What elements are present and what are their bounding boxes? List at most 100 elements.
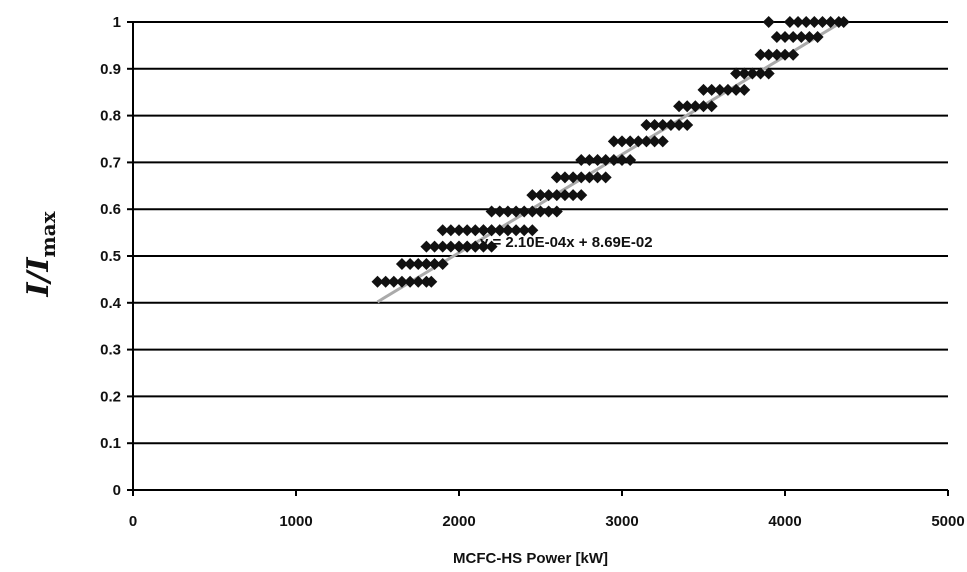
data-point: [461, 240, 474, 253]
data-point: [526, 189, 539, 202]
data-point: [697, 83, 710, 96]
data-point: [811, 30, 824, 43]
data-point: [713, 83, 726, 96]
y-tick-label: 0.5: [100, 248, 121, 265]
y-axis-title-main: I/I: [21, 257, 56, 298]
gridlines: [133, 21, 948, 445]
x-tick-labels: 0 1000 2000 3000 4000 5000: [129, 513, 965, 530]
data-point: [673, 118, 686, 131]
data-point: [837, 16, 850, 28]
data-point: [705, 83, 718, 96]
data-point: [485, 240, 498, 253]
x-tick-label: 1000: [279, 513, 312, 530]
axes: [127, 21, 949, 496]
data-point: [599, 171, 612, 184]
x-tick-label: 3000: [605, 513, 638, 530]
data-point: [738, 67, 751, 80]
data-point: [395, 257, 408, 270]
data-point: [575, 154, 588, 167]
data-point: [428, 240, 441, 253]
data-point: [746, 67, 759, 80]
y-tick-label: 0.3: [100, 342, 121, 359]
data-point: [816, 16, 829, 28]
data-point: [395, 275, 408, 288]
data-point: [575, 171, 588, 184]
data-point: [787, 48, 800, 61]
y-tick-label: 0.4: [100, 295, 122, 312]
y-axis-title: I/Imax: [21, 210, 60, 297]
y-axis-title-subscript: max: [36, 210, 60, 257]
data-point: [461, 224, 474, 237]
data-point: [656, 135, 669, 148]
data-point: [640, 118, 653, 131]
data-point: [453, 224, 465, 237]
data-point: [404, 257, 417, 270]
data-point: [770, 30, 783, 43]
data-point: [762, 48, 775, 61]
x-tick-label: 4000: [768, 513, 801, 530]
data-point: [640, 135, 653, 148]
data-point: [469, 240, 482, 253]
data-point: [754, 67, 767, 80]
data-point: [542, 189, 555, 202]
data-point: [477, 224, 490, 237]
data-point: [689, 100, 702, 113]
data-point: [808, 16, 821, 28]
data-point: [664, 118, 677, 131]
data-point: [681, 118, 694, 131]
y-tick-label: 0.9: [100, 61, 121, 78]
data-point: [404, 275, 417, 288]
data-point: [803, 30, 816, 43]
data-point: [607, 154, 620, 167]
data-point: [599, 154, 612, 167]
data-point: [550, 189, 563, 202]
data-point: [824, 16, 837, 28]
data-point: [575, 189, 588, 202]
data-point: [730, 67, 743, 80]
data-point: [656, 118, 669, 131]
data-point: [501, 224, 514, 237]
data-points: [371, 16, 850, 288]
data-point: [493, 205, 506, 218]
y-tick-labels: 0 0.1 0.2 0.3 0.4 0.5 0.6 0.7 0.8 0.9 1: [100, 14, 122, 499]
data-point: [779, 30, 791, 43]
data-point: [379, 275, 392, 288]
data-point: [583, 171, 596, 184]
data-point: [387, 275, 400, 288]
y-tick-label: 0.7: [100, 154, 121, 171]
data-point: [526, 205, 539, 218]
data-point: [800, 16, 813, 28]
data-point: [567, 171, 580, 184]
y-tick-label: 0.2: [100, 388, 121, 405]
data-point: [616, 135, 628, 148]
data-point: [542, 205, 555, 218]
data-point: [648, 135, 661, 148]
data-point: [721, 83, 734, 96]
data-point: [501, 205, 514, 218]
data-point: [616, 154, 628, 167]
data-point: [697, 100, 710, 113]
data-point: [493, 224, 506, 237]
y-tick-label: 1: [113, 14, 121, 31]
data-point: [420, 257, 433, 270]
data-point: [558, 189, 571, 202]
data-point: [412, 275, 425, 288]
x-tick-label: 5000: [931, 513, 964, 530]
data-point: [681, 100, 694, 113]
data-point: [787, 30, 800, 43]
x-axis-title: MCFC-HS Power [kW]: [453, 550, 608, 567]
data-point: [754, 48, 767, 61]
data-point: [485, 205, 498, 218]
x-tick-label: 2000: [442, 513, 475, 530]
x-tick-label: 0: [129, 513, 137, 530]
data-point: [591, 171, 604, 184]
data-point: [783, 16, 796, 28]
data-point: [705, 100, 718, 113]
data-point: [534, 205, 547, 218]
data-point: [730, 83, 743, 96]
data-point: [526, 224, 539, 237]
data-point: [607, 135, 620, 148]
data-point: [453, 240, 465, 253]
data-point: [428, 257, 441, 270]
